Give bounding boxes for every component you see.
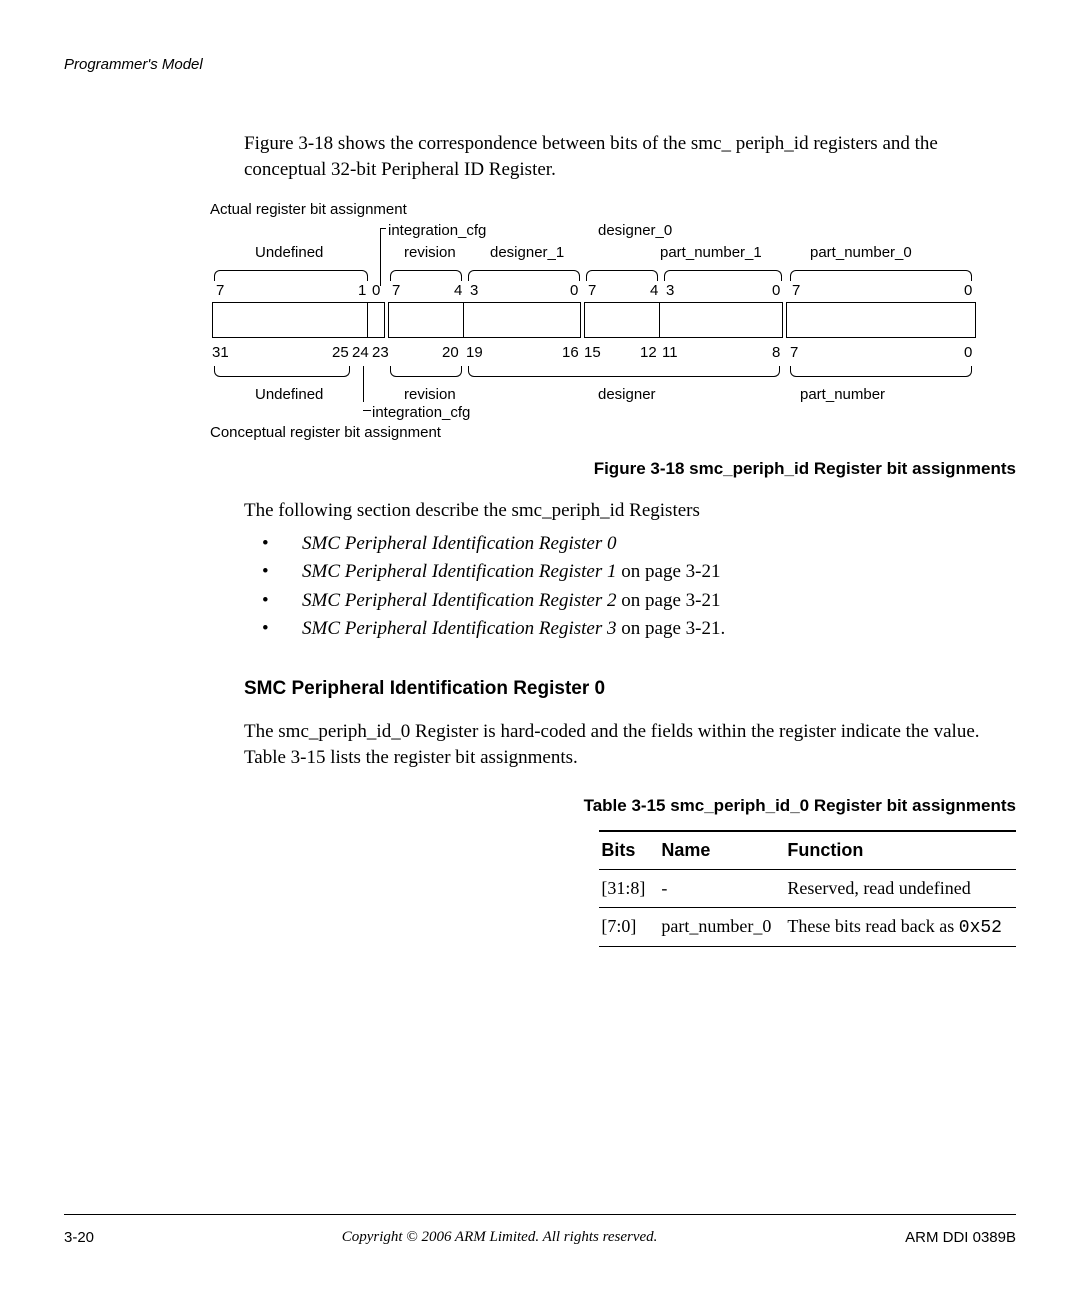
bottom-bit-numbers: 31 25 24 23 20 19 16 15 12 11 8 7 0 <box>210 344 980 364</box>
table-header-row: Bits Name Function <box>599 831 1016 870</box>
copyright: Copyright © 2006 ARM Limited. All rights… <box>342 1229 658 1246</box>
label-revision-bot: revision <box>404 386 456 403</box>
diagram-title-bottom: Conceptual register bit assignment <box>210 424 980 441</box>
col-function: Function <box>785 831 1016 870</box>
list-intro: The following section describe the smc_p… <box>244 498 1016 524</box>
table-caption: Table 3-15 smc_periph_id_0 Register bit … <box>244 796 1016 816</box>
label-part-number-bot: part_number <box>800 386 885 403</box>
col-name: Name <box>659 831 785 870</box>
list-item: SMC Peripheral Identification Register 1… <box>262 558 1016 587</box>
label-revision: revision <box>404 244 456 261</box>
col-bits: Bits <box>599 831 659 870</box>
register-table: Bits Name Function [31:8] - Reserved, re… <box>599 830 1016 947</box>
table-row: [31:8] - Reserved, read undefined <box>599 870 1016 908</box>
register-list: SMC Peripheral Identification Register 0… <box>244 530 1016 644</box>
label-designer-bot: designer <box>598 386 656 403</box>
page-footer: 3-20 Copyright © 2006 ARM Limited. All r… <box>64 1214 1016 1246</box>
top-bit-numbers: 7 1 0 7 4 3 0 7 4 3 0 7 0 <box>210 282 980 302</box>
list-item: SMC Peripheral Identification Register 2… <box>262 587 1016 616</box>
label-designer-1: designer_1 <box>490 244 564 261</box>
label-part-number-0: part_number_0 <box>810 244 912 261</box>
table-row: [7:0] part_number_0 These bits read back… <box>599 908 1016 947</box>
page-number: 3-20 <box>64 1229 94 1246</box>
figure-caption: Figure 3-18 smc_periph_id Register bit a… <box>244 459 1016 479</box>
list-item: SMC Peripheral Identification Register 0 <box>262 530 1016 559</box>
body-column: Figure 3-18 shows the correspondence bet… <box>244 131 1016 182</box>
label-integration-cfg: integration_cfg <box>388 222 486 239</box>
list-item: SMC Peripheral Identification Register 3… <box>262 615 1016 644</box>
label-undefined: Undefined <box>255 244 323 261</box>
label-undefined-bot: Undefined <box>255 386 323 403</box>
page: Programmer's Model Figure 3-18 shows the… <box>0 0 1080 1296</box>
diagram-bottom-labels: Undefined revision designer part_number … <box>210 382 980 422</box>
diagram-title-top: Actual register bit assignment <box>210 201 980 218</box>
section-heading: SMC Peripheral Identification Register 0 <box>244 678 1016 700</box>
label-integration-cfg-bot: integration_cfg <box>372 404 470 421</box>
bitfield-diagram: Actual register bit assignment integrati… <box>210 201 980 441</box>
label-designer-0: designer_0 <box>598 222 672 239</box>
brace-row-bottom <box>210 364 980 382</box>
section-paragraph: The smc_periph_id_0 Register is hard-cod… <box>244 719 1016 770</box>
doc-id: ARM DDI 0389B <box>905 1229 1016 1246</box>
intro-paragraph: Figure 3-18 shows the correspondence bet… <box>244 131 1016 182</box>
label-part-number-1: part_number_1 <box>660 244 762 261</box>
diagram-top-labels: integration_cfg designer_0 Undefined rev… <box>210 222 980 266</box>
actual-register-boxes <box>210 302 980 340</box>
brace-row-top <box>210 266 980 282</box>
running-head: Programmer's Model <box>64 56 1016 73</box>
